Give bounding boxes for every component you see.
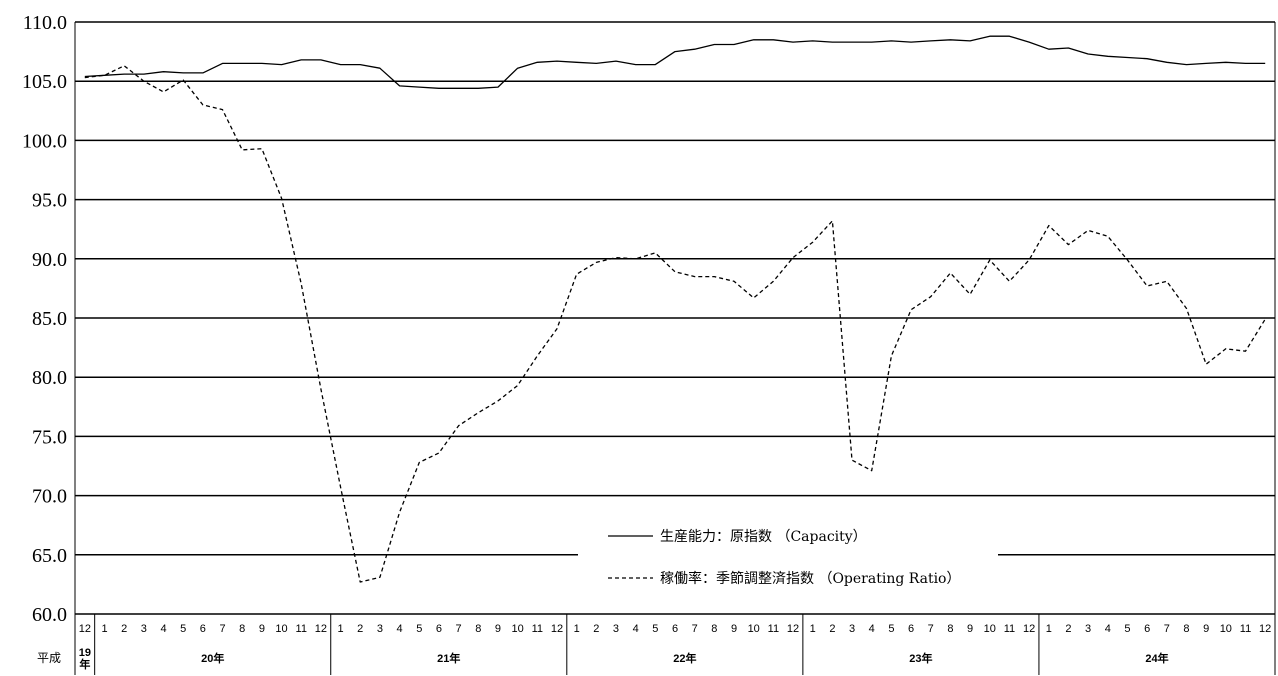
x-tick-label: 7: [456, 623, 462, 635]
x-tick-label: 4: [633, 623, 639, 635]
x-tick-label: 11: [532, 623, 543, 635]
x-tick-label: 7: [219, 623, 225, 635]
x-tick-label: 10: [748, 623, 760, 635]
x-tick-label: 5: [1124, 623, 1130, 635]
x-tick-label: 3: [1085, 623, 1091, 635]
x-tick-label: 12: [1023, 623, 1035, 635]
x-tick-label: 11: [1004, 623, 1015, 635]
series-lines: [84, 35, 1266, 583]
y-tick-label: 90.0: [32, 249, 67, 271]
x-tick-label: 11: [768, 623, 779, 635]
y-tick-label: 70.0: [32, 486, 67, 508]
gridlines: [75, 21, 1275, 615]
x-tick-label: 9: [495, 623, 501, 635]
y-tick-label: 110.0: [23, 12, 67, 34]
x-tick-label: 10: [511, 623, 523, 635]
year-label: 22年: [673, 651, 696, 665]
year-label: 24年: [1145, 651, 1168, 665]
x-tick-label: 6: [436, 623, 442, 635]
x-tick-label: 2: [593, 623, 599, 635]
x-tick-label: 6: [672, 623, 678, 635]
x-tick-label: 3: [849, 623, 855, 635]
x-tick-label: 7: [928, 623, 934, 635]
x-tick-label: 9: [731, 623, 737, 635]
x-tick-label: 8: [1183, 623, 1189, 635]
x-tick-label: 3: [613, 623, 619, 635]
x-tick-label: 4: [1105, 623, 1111, 635]
x-tick-label: 4: [869, 623, 875, 635]
x-tick-label: 8: [239, 623, 245, 635]
x-tick-label: 8: [711, 623, 717, 635]
x-tick-label: 6: [1144, 623, 1150, 635]
x-tick-label: 2: [357, 623, 363, 635]
era-label: 平成: [37, 651, 61, 665]
y-tick-label: 95.0: [32, 190, 67, 212]
x-tick-label: 6: [908, 623, 914, 635]
x-tick-label: 3: [141, 623, 147, 635]
y-tick-label: 65.0: [32, 545, 67, 567]
year-label: 19 年: [79, 647, 91, 671]
x-tick-label: 10: [984, 623, 996, 635]
x-tick-label: 2: [1065, 623, 1071, 635]
y-tick-label: 85.0: [32, 308, 67, 330]
x-tick-label: 12: [787, 623, 799, 635]
x-tick-label: 1: [1046, 623, 1052, 635]
legend-label: 生産能力：原指数 （Capacity）: [660, 529, 867, 545]
year-label: 21年: [437, 651, 460, 665]
x-tick-label: 7: [1164, 623, 1170, 635]
y-tick-label: 105.0: [22, 71, 67, 93]
x-tick-label: 11: [1240, 623, 1251, 635]
legend-label: 稼働率：季節調整済指数 （Operating Ratio）: [660, 570, 961, 587]
x-tick-label: 10: [1220, 623, 1232, 635]
y-tick-label: 80.0: [32, 367, 67, 389]
y-tick-label: 75.0: [32, 426, 67, 448]
x-tick-label: 4: [397, 623, 403, 635]
x-tick-label: 3: [377, 623, 383, 635]
y-tick-label: 100.0: [22, 130, 67, 152]
x-tick-label: 1: [574, 623, 580, 635]
x-tick-label: 2: [121, 623, 127, 635]
x-tick-label: 9: [259, 623, 265, 635]
x-tick-label: 10: [275, 623, 287, 635]
x-tick-label: 4: [160, 623, 166, 635]
x-tick-label: 1: [101, 623, 107, 635]
x-tick-label: 11: [296, 623, 307, 635]
x-tick-label: 12: [1259, 623, 1271, 635]
x-tick-label: 8: [475, 623, 481, 635]
x-tick-label: 8: [947, 623, 953, 635]
capacity-series-line: [84, 35, 1266, 89]
x-tick-label: 1: [338, 623, 344, 635]
x-tick-label: 2: [829, 623, 835, 635]
x-tick-label: 1: [810, 623, 816, 635]
x-tick-label: 5: [652, 623, 658, 635]
x-tick-label: 12: [315, 623, 327, 635]
x-tick-label: 5: [180, 623, 186, 635]
x-tick-label: 12: [551, 623, 563, 635]
x-tick-label: 9: [1203, 623, 1209, 635]
x-tick-label: 5: [416, 623, 422, 635]
legend: 生産能力：原指数 （Capacity） 稼働率：季節調整済指数 （Operatin…: [608, 529, 961, 587]
x-tick-label: 5: [888, 623, 894, 635]
x-tick-label: 7: [692, 623, 698, 635]
x-tick-label: 9: [967, 623, 973, 635]
year-label: 23年: [909, 651, 932, 665]
year-label: 20年: [201, 651, 224, 665]
x-axis: 12 1 2 3 4 5 6 7 8 9 10 11 12 1 2 3 4 5 6 7 8 9 10 11 12 1 2 3 4 5 6 7 8…: [37, 613, 1275, 675]
operating-ratio-series-line: [84, 65, 1266, 583]
x-tick-label: 12: [79, 623, 91, 635]
y-tick-label: 60.0: [32, 604, 67, 626]
x-tick-label: 6: [200, 623, 206, 635]
y-axis: 60.065.070.075.080.085.090.095.0100.0105…: [22, 12, 1276, 675]
